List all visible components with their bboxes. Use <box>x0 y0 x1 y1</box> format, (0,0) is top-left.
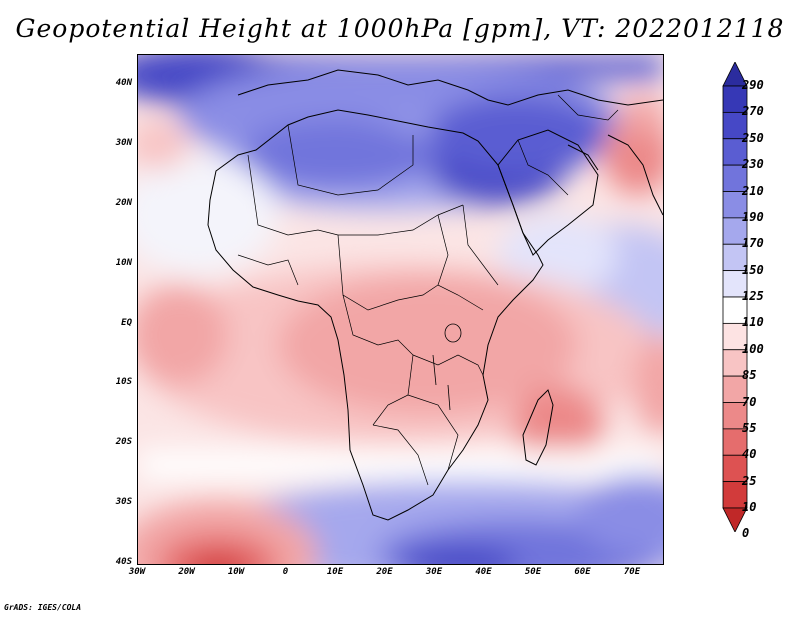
colorbar-segment <box>722 322 748 351</box>
border-sudan <box>437 214 449 286</box>
country-borders <box>237 94 619 486</box>
colorbar-label: 270 <box>742 104 764 119</box>
colorbar-segment <box>722 375 748 403</box>
chart-title: Geopotential Height at 1000hPa [gpm], VT… <box>15 14 785 43</box>
colorbar-label: 250 <box>742 130 764 145</box>
lat-tick-label: 20N <box>115 197 132 208</box>
lon-tick-label: 60E <box>574 567 591 577</box>
colorbar-label: 170 <box>742 236 764 251</box>
colorbar-segment <box>722 217 748 245</box>
border-south-east <box>407 394 459 471</box>
map-field <box>138 55 663 564</box>
colorbar-label: 40 <box>742 447 757 462</box>
colorbar-label: 55 <box>742 420 757 435</box>
border-sahel <box>337 234 484 311</box>
lat-tick-label: 10N <box>115 257 132 268</box>
colorbar-label: 0 <box>742 526 750 541</box>
colorbar-segment <box>722 349 748 377</box>
lakes <box>432 323 462 411</box>
coastlines <box>207 69 663 521</box>
lon-tick-label: 40E <box>475 567 492 577</box>
lat-tick-label: 10S <box>115 377 132 388</box>
lon-tick-label: 30E <box>425 567 443 577</box>
madagascar-coast <box>522 389 554 466</box>
colorbar-segment <box>722 402 748 430</box>
colorbar-label: 10 <box>742 500 757 514</box>
colorbar-label: 230 <box>742 157 764 172</box>
colorbar-segment <box>722 507 748 532</box>
border-west <box>237 254 299 286</box>
colorbar-label: 210 <box>742 183 764 198</box>
colorbar-label: 150 <box>742 262 764 277</box>
colorbar-label: 125 <box>742 289 764 303</box>
europe-coast <box>237 69 663 106</box>
lon-tick-label: 10W <box>227 567 245 577</box>
map-panel <box>137 54 664 565</box>
lat-tick-label: 20S <box>115 437 132 448</box>
colorbar <box>722 62 748 532</box>
lat-tick-label: 30S <box>115 497 132 508</box>
border-south <box>372 424 429 486</box>
india-coast <box>607 134 663 216</box>
colorbar-segment <box>722 270 748 298</box>
border-ethiopia <box>462 204 499 286</box>
lon-tick-label: 20E <box>376 567 393 577</box>
lake-malawi <box>447 384 451 411</box>
lon-tick-label: 20W <box>178 567 195 577</box>
lake-tanganyika <box>432 354 437 386</box>
border-north <box>287 124 414 196</box>
lat-tick-label: 40S <box>115 557 132 567</box>
colorbar-segment <box>722 296 748 324</box>
border-iran <box>557 94 619 121</box>
colorbar-label: 190 <box>742 209 764 224</box>
colorbar-label: 100 <box>742 341 764 356</box>
lon-tick-label: 50E <box>524 567 542 577</box>
colorbar-segment <box>722 85 748 113</box>
africa-coast <box>207 109 544 521</box>
credit-text: GrADS: IGES/COLA <box>4 603 82 612</box>
lat-tick-label: 30N <box>115 137 132 148</box>
colorbar-segment <box>722 428 748 456</box>
colorbar-label: 290 <box>742 78 764 92</box>
colorbar-label: 70 <box>742 394 757 409</box>
colorbar-segment <box>722 481 748 509</box>
lon-tick-label: 30W <box>128 567 146 577</box>
border-arabia <box>517 139 569 196</box>
border-central <box>342 294 414 426</box>
colorbar-label: 25 <box>742 473 757 488</box>
lon-tick-label: 10E <box>326 567 344 577</box>
arabia-coast <box>497 129 599 256</box>
gulf-coast <box>567 144 599 171</box>
colorbar-label: 85 <box>742 368 757 383</box>
border-east <box>412 354 484 376</box>
lat-tick-label: EQ <box>121 317 132 328</box>
lon-tick-label: 0 <box>282 567 289 577</box>
colorbar-segment <box>722 243 748 272</box>
lake-victoria <box>444 323 462 343</box>
lat-tick-label: 40N <box>115 78 132 88</box>
colorbar-segment <box>722 454 748 483</box>
colorbar-label: 110 <box>742 315 764 330</box>
lon-tick-label: 70E <box>623 567 641 577</box>
